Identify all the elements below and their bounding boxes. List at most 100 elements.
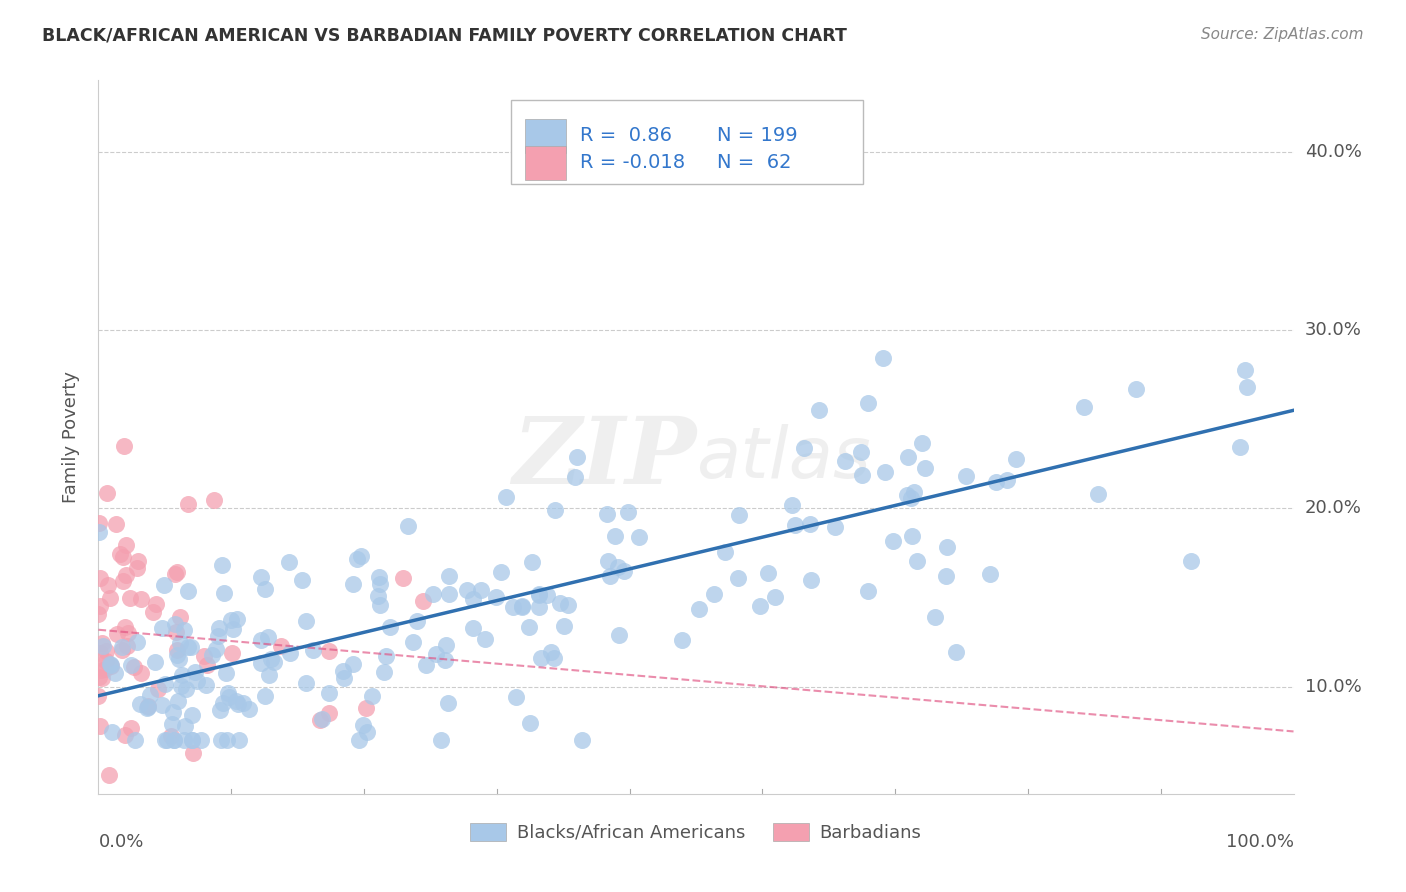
Point <box>107 627 129 641</box>
Point <box>117 625 139 640</box>
Point <box>603 529 626 543</box>
Point <box>607 560 630 574</box>
Point <box>596 507 619 521</box>
Point <box>422 587 444 601</box>
Point <box>238 702 260 716</box>
Point <box>176 681 198 696</box>
Point <box>219 613 242 627</box>
Point <box>510 600 533 615</box>
Point <box>89 571 111 585</box>
Point <box>599 569 621 583</box>
Text: ZIP: ZIP <box>512 414 696 503</box>
Text: BLACK/AFRICAN AMERICAN VS BARBADIAN FAMILY POVERTY CORRELATION CHART: BLACK/AFRICAN AMERICAN VS BARBADIAN FAMI… <box>42 27 846 45</box>
Point <box>259 651 281 665</box>
Point <box>112 439 135 453</box>
Point <box>94 653 117 667</box>
Point <box>342 577 364 591</box>
Point <box>195 678 218 692</box>
Text: atlas: atlas <box>696 424 870 493</box>
Text: R =  0.86: R = 0.86 <box>581 127 672 145</box>
Point <box>456 582 478 597</box>
Point <box>228 733 250 747</box>
Point <box>173 733 195 747</box>
Point <box>527 588 550 602</box>
Point <box>474 632 496 646</box>
Point <box>169 652 191 666</box>
Point <box>374 648 396 663</box>
Text: 40.0%: 40.0% <box>1305 143 1361 161</box>
Point <box>169 636 191 650</box>
Point <box>463 592 485 607</box>
Point <box>250 656 273 670</box>
Point <box>291 574 314 588</box>
Point <box>163 733 186 747</box>
Point <box>995 473 1018 487</box>
Point <box>333 671 356 685</box>
Point <box>505 690 527 704</box>
Point <box>557 598 579 612</box>
Point <box>124 733 146 747</box>
Point <box>129 591 152 606</box>
Point <box>156 733 179 747</box>
Point <box>87 525 110 540</box>
Text: 30.0%: 30.0% <box>1305 321 1361 339</box>
Point <box>800 573 823 587</box>
Point <box>127 554 149 568</box>
Point <box>396 519 419 533</box>
Point <box>851 467 873 482</box>
Point <box>502 599 524 614</box>
Point <box>1004 452 1026 467</box>
Point <box>184 665 207 680</box>
Text: Source: ZipAtlas.com: Source: ZipAtlas.com <box>1201 27 1364 42</box>
Point <box>935 568 957 582</box>
Point <box>114 728 136 742</box>
Point <box>318 706 340 721</box>
Point <box>361 690 384 704</box>
Point <box>530 651 553 665</box>
Point <box>207 629 229 643</box>
Point <box>571 732 593 747</box>
FancyBboxPatch shape <box>524 119 565 153</box>
Point <box>173 624 195 638</box>
Point <box>120 658 142 673</box>
Text: N = 199: N = 199 <box>717 127 799 145</box>
Point <box>849 445 872 459</box>
Point <box>1087 486 1109 500</box>
Point <box>984 475 1007 490</box>
Point <box>402 635 425 649</box>
Point <box>141 605 163 619</box>
Point <box>211 558 233 572</box>
Point <box>166 642 188 657</box>
Point <box>1233 363 1256 377</box>
Point <box>517 620 540 634</box>
Point <box>250 570 273 584</box>
Point <box>193 648 215 663</box>
Point <box>671 632 693 647</box>
Point <box>897 450 920 465</box>
Point <box>89 646 111 660</box>
Point <box>250 633 273 648</box>
Point <box>433 653 456 667</box>
Point <box>527 599 550 614</box>
FancyBboxPatch shape <box>510 100 863 184</box>
Point <box>254 582 277 596</box>
Point <box>176 497 198 511</box>
Point <box>94 644 117 658</box>
Point <box>150 621 173 635</box>
Point <box>94 662 117 676</box>
Point <box>900 529 922 543</box>
Point <box>111 642 134 657</box>
Point <box>97 768 120 782</box>
Point <box>125 635 148 649</box>
Point <box>122 660 145 674</box>
Point <box>205 641 228 656</box>
Point <box>294 615 316 629</box>
Point <box>270 639 292 653</box>
Point <box>763 590 786 604</box>
Point <box>97 578 120 592</box>
Point <box>173 719 195 733</box>
Point <box>437 696 460 710</box>
Point <box>104 666 127 681</box>
Point <box>135 701 157 715</box>
Point <box>425 647 447 661</box>
